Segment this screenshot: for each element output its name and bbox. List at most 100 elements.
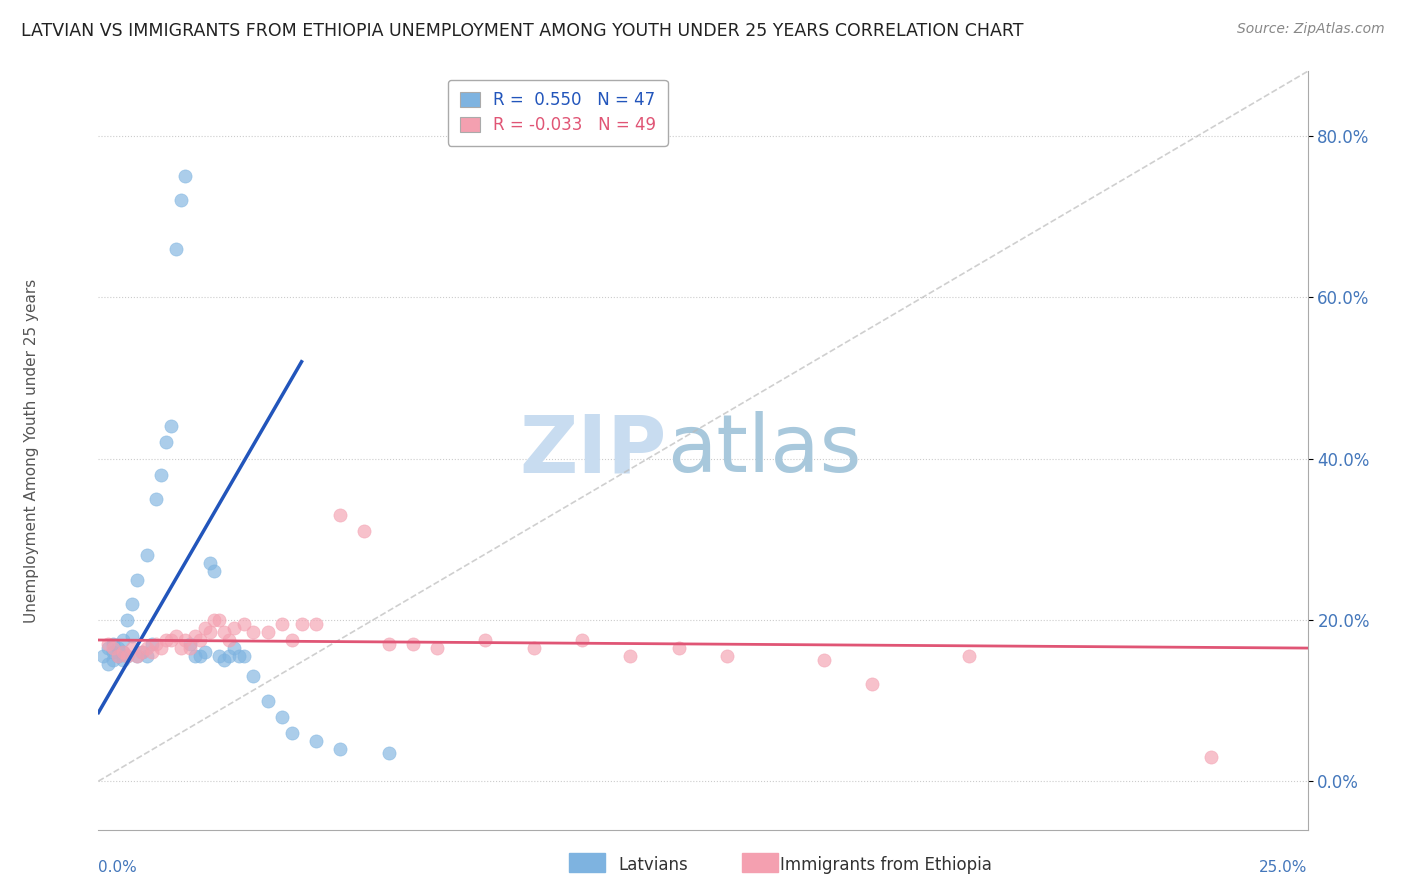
Point bbox=[198, 624, 221, 639]
Point bbox=[160, 419, 183, 434]
Point bbox=[242, 669, 264, 683]
Point bbox=[281, 725, 304, 739]
Point bbox=[198, 557, 221, 571]
Point bbox=[305, 734, 328, 748]
Point bbox=[135, 641, 157, 656]
Point bbox=[256, 624, 278, 639]
Point bbox=[813, 653, 835, 667]
Point bbox=[329, 508, 352, 522]
Point bbox=[150, 641, 173, 656]
Point bbox=[169, 641, 191, 656]
Point bbox=[165, 242, 187, 256]
Point bbox=[107, 649, 129, 664]
Point bbox=[135, 649, 157, 664]
Point bbox=[228, 649, 250, 664]
Point bbox=[716, 649, 738, 664]
Point bbox=[101, 641, 124, 656]
Text: LATVIAN VS IMMIGRANTS FROM ETHIOPIA UNEMPLOYMENT AMONG YOUTH UNDER 25 YEARS CORR: LATVIAN VS IMMIGRANTS FROM ETHIOPIA UNEM… bbox=[21, 22, 1024, 40]
Point bbox=[194, 621, 217, 635]
Point bbox=[145, 491, 167, 506]
Bar bbox=[742, 853, 778, 872]
Point bbox=[179, 637, 201, 651]
Point bbox=[131, 645, 153, 659]
Point bbox=[329, 742, 352, 756]
Point bbox=[111, 645, 134, 659]
Point bbox=[957, 649, 980, 664]
Point bbox=[145, 637, 167, 651]
Point bbox=[212, 624, 235, 639]
Text: Source: ZipAtlas.com: Source: ZipAtlas.com bbox=[1237, 22, 1385, 37]
Point bbox=[150, 467, 173, 482]
Point bbox=[256, 693, 278, 707]
Point bbox=[242, 624, 264, 639]
Point bbox=[222, 641, 245, 656]
Point bbox=[208, 649, 231, 664]
Point bbox=[131, 645, 153, 659]
Point bbox=[668, 641, 690, 656]
Point bbox=[188, 649, 211, 664]
Point bbox=[111, 633, 134, 648]
Point bbox=[281, 633, 304, 648]
Point bbox=[212, 653, 235, 667]
Point bbox=[101, 637, 124, 651]
Point bbox=[141, 637, 163, 651]
Point bbox=[290, 616, 312, 631]
Point bbox=[271, 709, 294, 723]
Point bbox=[208, 613, 231, 627]
Point bbox=[218, 649, 240, 664]
Point bbox=[377, 746, 399, 760]
Point bbox=[121, 641, 143, 656]
Point bbox=[1199, 750, 1222, 764]
Point bbox=[426, 641, 449, 656]
Point bbox=[523, 641, 546, 656]
Point bbox=[619, 649, 641, 664]
Point bbox=[402, 637, 425, 651]
Point bbox=[97, 637, 120, 651]
Text: Immigrants from Ethiopia: Immigrants from Ethiopia bbox=[780, 856, 993, 874]
Point bbox=[204, 565, 226, 579]
Legend: R =  0.550   N = 47, R = -0.033   N = 49: R = 0.550 N = 47, R = -0.033 N = 49 bbox=[449, 79, 668, 145]
Point bbox=[305, 616, 328, 631]
Point bbox=[218, 633, 240, 648]
Point bbox=[474, 633, 496, 648]
Text: Latvians: Latvians bbox=[619, 856, 689, 874]
Point bbox=[127, 573, 149, 587]
Point bbox=[141, 645, 163, 659]
Text: ZIP: ZIP bbox=[519, 411, 666, 490]
Point bbox=[174, 633, 197, 648]
Point bbox=[127, 649, 149, 664]
Point bbox=[353, 524, 375, 538]
Point bbox=[107, 649, 129, 664]
Text: 0.0%: 0.0% bbox=[98, 860, 138, 875]
Point bbox=[222, 621, 245, 635]
Point bbox=[194, 645, 217, 659]
Point bbox=[135, 549, 157, 563]
Point bbox=[571, 633, 593, 648]
Point bbox=[111, 653, 134, 667]
Point bbox=[188, 633, 211, 648]
Point bbox=[127, 649, 149, 664]
Point bbox=[117, 649, 139, 664]
Text: Unemployment Among Youth under 25 years: Unemployment Among Youth under 25 years bbox=[24, 278, 39, 623]
Point bbox=[232, 649, 254, 664]
Point bbox=[117, 649, 139, 664]
Point bbox=[91, 649, 114, 664]
Point bbox=[204, 613, 226, 627]
Point bbox=[184, 629, 207, 643]
Point bbox=[232, 616, 254, 631]
Point bbox=[174, 169, 197, 184]
Point bbox=[101, 645, 124, 659]
Point bbox=[169, 194, 191, 208]
Point bbox=[155, 435, 177, 450]
Point bbox=[155, 633, 177, 648]
Point bbox=[97, 657, 120, 672]
Point bbox=[121, 629, 143, 643]
Point bbox=[111, 645, 134, 659]
Point bbox=[860, 677, 883, 691]
Point bbox=[101, 653, 124, 667]
Point bbox=[121, 597, 143, 611]
Point bbox=[179, 641, 201, 656]
Point bbox=[107, 641, 129, 656]
Point bbox=[165, 629, 187, 643]
Point bbox=[117, 613, 139, 627]
